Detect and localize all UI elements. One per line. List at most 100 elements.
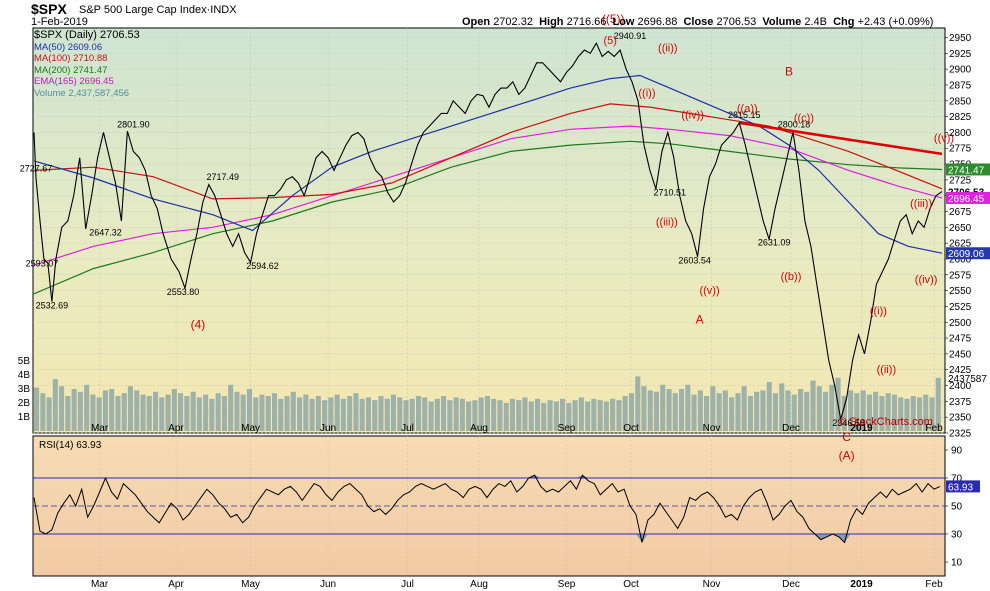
volume-axis-label: 5B [18,356,31,367]
volume-axis-label: 3B [18,384,31,395]
price-y-axis: 2325 2350 2375 2400 2425 2450 2475 2500 2525 2550… [945,33,990,440]
x-month-label-price: Apr [168,423,184,434]
x-month-label-price: Aug [470,423,488,434]
volume-bar [935,377,941,431]
symbol-name: S&P 500 Large Cap Index·INDX [79,4,237,16]
chart-date: 1-Feb-2019 [31,16,88,28]
volume-bar [365,397,371,431]
price-y-tick-label: 2675 [949,207,972,218]
wave-label: ((5)) [602,12,625,26]
price-annotation: 2710.51 [654,188,687,198]
volume-bar [416,396,422,431]
volume-bar [52,379,58,431]
volume-bar [585,401,591,431]
x-month-label-price: Jun [320,423,336,434]
volume-bar [384,398,390,431]
volume-bar [253,397,259,431]
volume-bar [772,393,778,431]
price-y-tick-label: 2325 [949,429,972,440]
volume-bar [910,396,916,431]
volume-bar [184,396,190,431]
volume-last-bg [946,371,990,384]
volume-bar [754,391,760,431]
price-y-tick-label: 2925 [949,49,972,60]
volume-bar [616,400,622,431]
volume-bar [378,396,384,431]
volume-bar [309,398,315,431]
volume-bar [403,400,409,431]
open-value: 2702.32 [493,16,533,28]
legend-volume: Volume 2,437,587,456 [34,87,130,99]
volume-bar [466,401,472,431]
ohlc-bar: Open 2702.32 High 2716.66 Low 2696.88 Cl… [462,16,933,28]
volume-bar [265,396,271,431]
watermark: © StockCharts.com [838,416,933,428]
exchange: INDX [210,4,237,16]
right-value-label: 2741.47 [948,165,985,176]
volume-bar [610,398,616,431]
price-annotation: 2594.62 [246,261,279,271]
volume-bar [635,376,641,431]
x-month-label: Dec [782,579,800,590]
symbol-title: $SPX [31,1,67,17]
volume-bar [497,400,503,431]
volume-bar [503,403,509,431]
ma200-line [33,140,943,295]
volume-bar [854,393,860,431]
low-value: 2696.88 [637,16,678,28]
volume-bar [290,391,296,431]
right-value-bg [946,163,990,176]
wave-label: ((c)) [794,113,814,125]
price-y-tick-label: 2900 [949,65,972,76]
price-y-tick-label: 2625 [949,239,972,250]
rsi-line [33,474,941,544]
wave-label: B [785,64,793,78]
volume-bar [215,393,221,431]
volume-bar [303,394,309,431]
volume-bar [190,391,196,431]
wave-label: (5) [603,35,616,47]
volume-bar [171,389,177,431]
volume-axis-label: 1B [18,412,31,423]
price-y-tick-label: 2350 [949,413,972,424]
wave-label: ((iii)) [910,198,932,210]
volume-bar [422,397,428,431]
volume-bar [841,396,847,431]
volume-bar [729,397,735,431]
volume-bar [697,390,703,431]
volume-bar [741,386,747,431]
wave-label: ((v)) [699,285,719,297]
volume-bar [891,394,897,431]
volume-bar [685,384,691,431]
volume-bar [478,397,484,431]
price-y-tick-label: 2500 [949,318,972,329]
volume-bar [315,396,321,431]
rsi-y-tick-label: 10 [951,558,963,569]
volume-bar [572,400,578,431]
volume-bar [904,398,910,431]
chg-label: Chg [833,16,855,28]
x-month-label: Oct [623,579,639,590]
rsi-panel: 10 30 50 70 90 63.93 RSI(14) 63.93 [33,440,980,569]
rsi-y-tick-label: 70 [951,474,963,485]
symbol: $SPX [31,1,67,17]
volume-bar [766,382,772,431]
price-y-tick-label: 2525 [949,302,972,313]
volume-axis-label: 2B [18,398,31,409]
volume-bar [823,391,829,431]
volume-bar [829,384,835,431]
wave-label: (A) [839,449,855,463]
volume-bar [735,393,741,431]
price-annotation: 2801.90 [117,119,150,129]
volume-bar [929,397,935,431]
volume-bar [484,396,490,431]
x-month-label-price: Feb [925,423,943,434]
volume-bar [491,398,497,431]
price-annotation: 2603.54 [678,255,711,265]
x-month-label: Aug [470,579,488,590]
x-month-label-price: May [241,423,260,434]
x-month-label: Feb [925,579,943,590]
rsi-y-tick-label: 90 [951,446,963,457]
volume-bar [196,397,202,431]
price-y-tick-label: 2600 [949,254,972,265]
